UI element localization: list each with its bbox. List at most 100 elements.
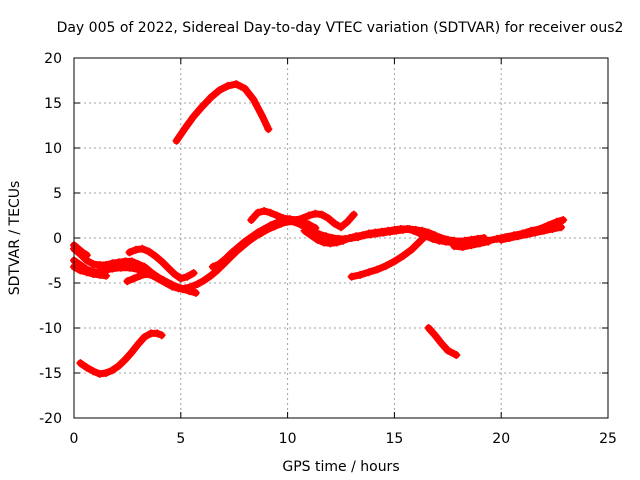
data-point: [390, 257, 399, 266]
series-arc-7: [208, 216, 320, 271]
data-point: [475, 239, 484, 248]
data-point: [125, 248, 134, 257]
data-point: [450, 242, 459, 251]
data-point: [108, 264, 117, 273]
series-band: [70, 241, 91, 259]
data-point: [253, 228, 262, 237]
data-point: [311, 209, 320, 218]
data-point: [253, 208, 262, 217]
x-tick-label: 15: [385, 431, 403, 447]
data-point: [330, 219, 339, 228]
data-point: [134, 265, 143, 274]
data-point: [390, 225, 399, 234]
data-point: [76, 359, 85, 368]
data-point: [557, 223, 566, 232]
data-point: [356, 270, 365, 279]
data-point: [155, 275, 164, 284]
x-axis-label: GPS time / hours: [282, 459, 399, 475]
data-point: [437, 339, 446, 348]
data-point: [78, 248, 87, 257]
data-point: [183, 272, 192, 281]
x-tick-label: 20: [492, 431, 510, 447]
x-tick-label: 5: [176, 431, 185, 447]
data-point: [443, 346, 452, 355]
data-point: [552, 217, 561, 226]
data-point: [300, 226, 309, 235]
y-tick-label: 5: [53, 186, 62, 202]
data-point: [181, 124, 190, 133]
data-point: [285, 215, 294, 224]
data-point: [497, 235, 506, 244]
data-point: [95, 369, 104, 378]
data-point: [144, 247, 153, 256]
data-point: [364, 229, 373, 238]
data-point: [168, 282, 177, 291]
y-tick-label: 0: [53, 231, 62, 247]
data-point: [157, 257, 166, 266]
data-point: [339, 236, 348, 245]
data-point: [153, 329, 162, 338]
data-point: [458, 243, 467, 251]
series-arc-5: [125, 244, 198, 283]
data-point: [76, 266, 85, 275]
data-point: [206, 271, 215, 280]
data-point: [116, 263, 125, 272]
data-point: [127, 257, 136, 266]
data-point: [247, 233, 256, 242]
data-point: [170, 270, 179, 278]
data-point: [157, 331, 166, 340]
series-arc-13: [424, 324, 461, 359]
data-point: [332, 238, 341, 247]
y-tick-label: -10: [39, 321, 62, 337]
data-series: [70, 80, 568, 378]
data-point: [292, 216, 301, 224]
data-point: [215, 260, 224, 269]
series-arc-15: [497, 223, 566, 244]
data-point: [313, 235, 322, 244]
axis-ticks: 0 5 10 15 20 25 -20 -15 -10 -5 0 5 10 15 20: [39, 51, 617, 447]
data-point: [89, 260, 98, 269]
data-point: [311, 224, 320, 233]
data-point: [358, 231, 367, 240]
data-point: [531, 228, 540, 237]
series-arc-12: [347, 233, 429, 281]
y-axis-label: SDTVAR / TECUs: [7, 181, 23, 296]
data-point: [383, 226, 392, 235]
data-point: [424, 324, 433, 332]
data-point: [89, 367, 98, 376]
data-point: [416, 229, 425, 238]
data-point: [317, 210, 326, 219]
data-point: [304, 220, 313, 229]
data-point: [430, 331, 439, 340]
data-point: [82, 363, 91, 372]
data-point: [319, 238, 328, 247]
data-point: [307, 231, 316, 240]
data-point: [324, 214, 333, 223]
data-point: [322, 232, 331, 241]
data-point: [149, 271, 158, 280]
data-point: [264, 125, 273, 134]
data-point: [260, 225, 269, 233]
data-point: [377, 227, 386, 236]
data-point: [200, 276, 209, 285]
y-tick-label: 20: [44, 51, 62, 67]
data-point: [484, 237, 493, 246]
data-point: [413, 239, 422, 248]
data-point: [337, 223, 345, 232]
data-point: [407, 245, 416, 254]
data-point: [198, 102, 207, 111]
data-point: [347, 272, 356, 281]
data-point: [249, 95, 258, 104]
data-point: [234, 243, 243, 251]
series-band: [173, 80, 272, 145]
data-point: [441, 237, 450, 246]
data-point: [208, 262, 217, 271]
data-point: [247, 216, 256, 224]
data-point: [136, 271, 145, 280]
data-point: [349, 210, 358, 219]
data-point: [272, 218, 281, 227]
data-point: [403, 225, 412, 233]
data-point: [187, 282, 196, 291]
data-point: [215, 86, 224, 95]
